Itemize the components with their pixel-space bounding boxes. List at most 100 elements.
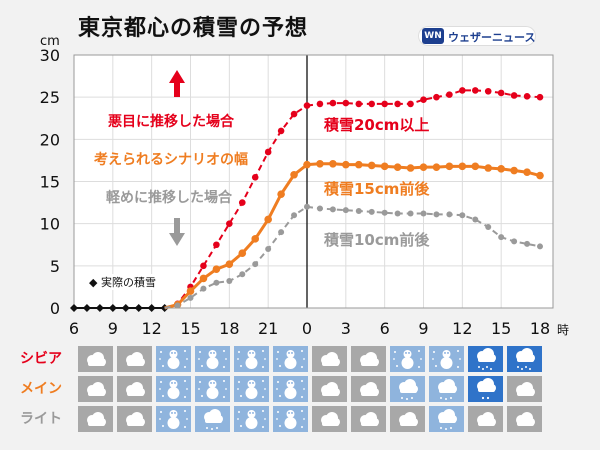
light-series-point [394, 210, 401, 217]
main-series-point [393, 163, 402, 171]
cloud-icon [117, 406, 152, 432]
light-series-point [291, 212, 298, 219]
cloud-icon [312, 376, 347, 402]
snow-icon [195, 346, 230, 372]
y-tick-label: 5 [50, 257, 60, 276]
severe-series-point [200, 262, 207, 270]
heavy-snow-icon [507, 346, 542, 372]
y-tick-label: 20 [40, 130, 60, 149]
main-series-point [510, 166, 518, 175]
light-series-point [265, 245, 272, 252]
severe-series-point [523, 93, 531, 100]
severe-series-point [290, 110, 298, 118]
light-series-point [316, 205, 323, 212]
light-series-point [433, 211, 440, 218]
severe-series-point [497, 89, 505, 97]
severe-series-point [303, 102, 311, 109]
light-series-point [239, 271, 246, 278]
main-series-point [406, 164, 415, 172]
cloud-icon [78, 376, 113, 402]
cloud-icon [312, 346, 347, 372]
cloud-icon [117, 346, 152, 372]
legend-actual: ◆ 実際の積雪 [86, 274, 159, 290]
y-tick-labels: 0 5 10 15 20 25 30 [40, 46, 60, 318]
cloud-icon [390, 406, 425, 432]
snow-cloud-icon [390, 376, 425, 402]
series-lines [70, 87, 544, 312]
severe-series-point [459, 87, 466, 94]
x-tick-label: 6 [69, 319, 79, 338]
plot-frame [73, 54, 554, 309]
down-arrow-icon [169, 218, 185, 246]
light-series-point [407, 210, 414, 217]
snow-icon [234, 376, 269, 402]
light-series-point [524, 240, 531, 247]
light-series-point [537, 243, 543, 250]
light-series-point [213, 279, 220, 286]
weather-row-label: シビア [20, 351, 62, 367]
light-series-point [472, 216, 479, 223]
up-arrow-icon [169, 70, 185, 97]
main-series-point [316, 159, 324, 168]
main-series-point [523, 168, 531, 177]
severe-series-point [316, 100, 324, 108]
main-series-point [290, 170, 298, 179]
light-series-point [511, 238, 518, 245]
light-series-point [446, 211, 453, 218]
main-series-point [458, 162, 467, 171]
x-tick-label: 18 [530, 319, 550, 338]
light-series-point [368, 208, 375, 215]
snow-cloud-icon [429, 406, 464, 432]
x-tick-label: 12 [141, 319, 161, 338]
severe-series-point [433, 93, 440, 101]
actual-point [134, 304, 143, 312]
cloud-icon [78, 406, 113, 432]
main-series-point [445, 162, 454, 171]
severe-series-point [251, 173, 259, 181]
main-series-point [225, 260, 234, 268]
main-series-point [471, 162, 480, 171]
light-series-point [252, 261, 259, 268]
cloud-icon [507, 406, 542, 432]
snow-icon [273, 406, 308, 432]
cloud-icon [312, 406, 347, 432]
x-tick-label: 0 [302, 319, 312, 338]
light-series-point [329, 206, 336, 213]
y-unit-label: cm [40, 34, 60, 49]
main-series-point [303, 160, 311, 169]
severe-series-point [355, 100, 363, 108]
light-series-point [355, 208, 362, 215]
actual-point [108, 304, 117, 312]
x-tick-label: 12 [452, 319, 472, 338]
x-tick-label: 9 [418, 319, 428, 338]
severe-series-point [484, 87, 492, 95]
severe-series-point [510, 92, 518, 99]
main-series-point [251, 235, 260, 243]
snow-icon [390, 346, 425, 372]
light-series-point [459, 212, 466, 219]
snow-icon [156, 346, 191, 372]
light-series-point [226, 278, 233, 285]
cloud-icon [78, 346, 113, 372]
severe-series-point [264, 148, 272, 156]
scenario-arrows [169, 70, 185, 246]
light-series-point [498, 234, 505, 241]
light-series-point [342, 207, 349, 214]
x-hour-suffix: 時 [557, 323, 570, 337]
cloud-icon [351, 346, 386, 372]
weather-row-label: ライト [20, 411, 62, 427]
severe-series-point [394, 100, 401, 108]
actual-point [95, 304, 104, 312]
severe-series-point [536, 93, 544, 101]
series-label-severe: 積雪20cm以上 [324, 116, 430, 134]
severe-series-point [446, 91, 453, 98]
light-series-point [304, 203, 310, 210]
light-series-point [278, 229, 285, 236]
main-series-point [264, 215, 272, 224]
main-series-point [367, 161, 376, 170]
light-series-point [187, 294, 194, 301]
main-series-point [277, 190, 285, 198]
y-tick-label: 30 [40, 46, 60, 65]
snow-icon [273, 376, 308, 402]
x-tick-label: 18 [219, 319, 239, 338]
